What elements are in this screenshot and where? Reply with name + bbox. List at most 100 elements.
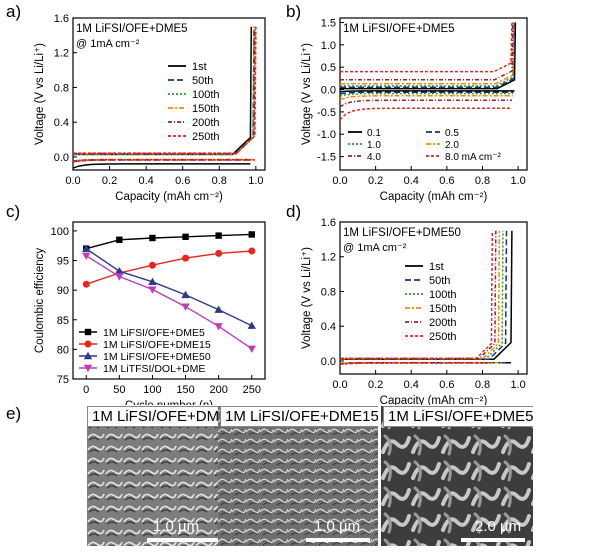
y-tick-label: 1.0 [321, 40, 336, 52]
y-tick-label: 80 [57, 344, 69, 356]
x-tick-label: 0.6 [175, 175, 190, 187]
data-point [248, 247, 256, 255]
chart-d: 0.0 0.2 0.4 0.6 0.8 1.0 0.0 0.4 0.8 1.2 1.6 Capacit… [301, 217, 528, 405]
series-line [85, 248, 253, 327]
plot-frame [339, 221, 528, 375]
panel-label-c: c) [6, 202, 21, 221]
series-250th-stripping-line [73, 26, 257, 154]
x-tick-label: 0.4 [404, 175, 419, 187]
legend-label: 100th [429, 289, 457, 301]
x-tick-label: 1.0 [248, 175, 263, 187]
data-point [82, 244, 91, 252]
series-0-5-stripping-line [340, 22, 516, 89]
data-point [148, 286, 157, 294]
data-point [182, 233, 189, 241]
series-1-0-stripping-line [340, 22, 515, 87]
series-8-0-ma-cm--stripping-line [340, 22, 513, 73]
data-point [247, 321, 256, 329]
legend-label: 1st [429, 261, 444, 273]
scale-text-dme50: 2.0 µm [475, 518, 522, 535]
x-tick-label: 0 [83, 384, 89, 396]
y-tick-label: 75 [57, 374, 69, 386]
y-axis-label: Voltage (V vs Li/Li⁺) [301, 247, 313, 349]
series-0-1-plating-line [339, 90, 515, 93]
legend-marker [84, 328, 92, 336]
x-axis-label: Capacity (mAh cm⁻²) [115, 191, 223, 203]
sem-label-dme5: 1M LiFSI/OFE+DME5 [87, 406, 243, 427]
chart-subtitle: @ 1mA cm⁻² [76, 38, 140, 50]
legend-label: 250th [429, 331, 457, 343]
series-2-0-plating-line [339, 95, 513, 101]
scale-text-dme15: 1.0 µm [314, 518, 361, 535]
x-tick-label: 1.0 [510, 379, 525, 391]
series-0-5-plating-line [339, 91, 514, 95]
x-tick-label: 0.8 [475, 379, 490, 391]
y-tick-label: 0.0 [54, 152, 69, 164]
data-point [115, 273, 124, 281]
chart-b: 0.0 0.2 0.4 0.6 0.8 1.0 -1.5 -1.0 -0.5 0.0 0.5 1.0 1… [301, 17, 528, 203]
y-tick-label: 1.6 [54, 13, 69, 25]
series-200th-plating-line [339, 361, 495, 365]
sem-texture-dme15 [218, 406, 378, 546]
data-point [115, 266, 124, 275]
x-tick-label: 0.2 [102, 175, 117, 187]
series-1st-plating-line [72, 163, 251, 169]
x-axis-label: Capacity (mAh cm⁻²) [380, 191, 488, 203]
data-point [148, 261, 156, 269]
series-4-0-plating-line [339, 99, 512, 108]
x-tick-label: 0.2 [368, 379, 383, 391]
legend-label: 250th [192, 131, 220, 143]
series-line [85, 255, 253, 350]
y-axis-label: Voltage (V vs Li/Li⁺) [301, 43, 313, 145]
legend-label: 1M LiTFSI/DOL+DME [103, 363, 205, 375]
y-tick-label: 1.5 [321, 17, 336, 29]
x-tick-label: 0.0 [332, 379, 347, 391]
legend-label: 8.0 mA cm⁻² [445, 152, 502, 163]
panel-label-b: b) [286, 2, 302, 21]
x-tick-label: 0.8 [475, 175, 490, 187]
y-axis-label: Voltage (V vs Li/Li⁺) [34, 43, 46, 145]
x-tick-label: 1.0 [510, 175, 525, 187]
y-tick-label: 0.8 [54, 82, 69, 94]
legend-label: 1M LiFSI/OFE+DME5 [103, 327, 205, 339]
x-tick-label: 0.4 [404, 379, 419, 391]
y-tick-label: 85 [57, 315, 69, 327]
y-tick-label: 1.6 [321, 217, 336, 229]
x-tick-label: 0.2 [368, 175, 383, 187]
legend-label: 1.0 [367, 140, 381, 151]
data-point [215, 232, 222, 239]
series-2-0-stripping-line [340, 22, 515, 85]
series-250th-plating-line [339, 362, 492, 366]
x-tick-label: 0.0 [65, 175, 80, 187]
data-point [181, 303, 190, 311]
series-1-0-plating-line [339, 92, 513, 97]
y-tick-label: 1.2 [321, 252, 336, 264]
data-point [148, 277, 157, 286]
sem-image-dme50: 1M LiFSI/OFE+DME50 2.0 µm [381, 406, 533, 546]
y-tick-label: 0.0 [321, 356, 336, 368]
x-tick-label: 0.4 [138, 175, 153, 187]
data-point [247, 345, 256, 353]
series-250th-stripping-line [340, 230, 494, 360]
chart-title: 1M LiFSI/OFE+DME50 [343, 227, 461, 239]
sem-image-dme15: 1M LiFSI/OFE+DME15 1.0 µm [218, 406, 378, 546]
panel-label-d: d) [286, 202, 302, 221]
data-point [149, 234, 156, 242]
legend-label: 100th [192, 89, 220, 101]
y-tick-label: 0.4 [54, 117, 69, 129]
data-point [215, 249, 223, 257]
y-tick-label: 0.8 [321, 286, 336, 298]
legend-label: 1st [192, 61, 207, 73]
data-point [248, 231, 255, 238]
panel-label-e: e) [6, 404, 22, 423]
y-tick-label: 100 [51, 226, 69, 238]
scale-bar-dme15 [306, 538, 370, 542]
y-tick-label: -1.5 [317, 152, 336, 164]
scale-text-dme5: 1.0 µm [153, 518, 200, 535]
series-line [85, 250, 252, 285]
legend-label: 0.5 [445, 128, 459, 139]
x-tick-label: 0.8 [212, 175, 227, 187]
legend-marker [83, 364, 93, 373]
x-tick-label: 0.6 [439, 379, 454, 391]
series-0-1-stripping-line [340, 22, 517, 90]
